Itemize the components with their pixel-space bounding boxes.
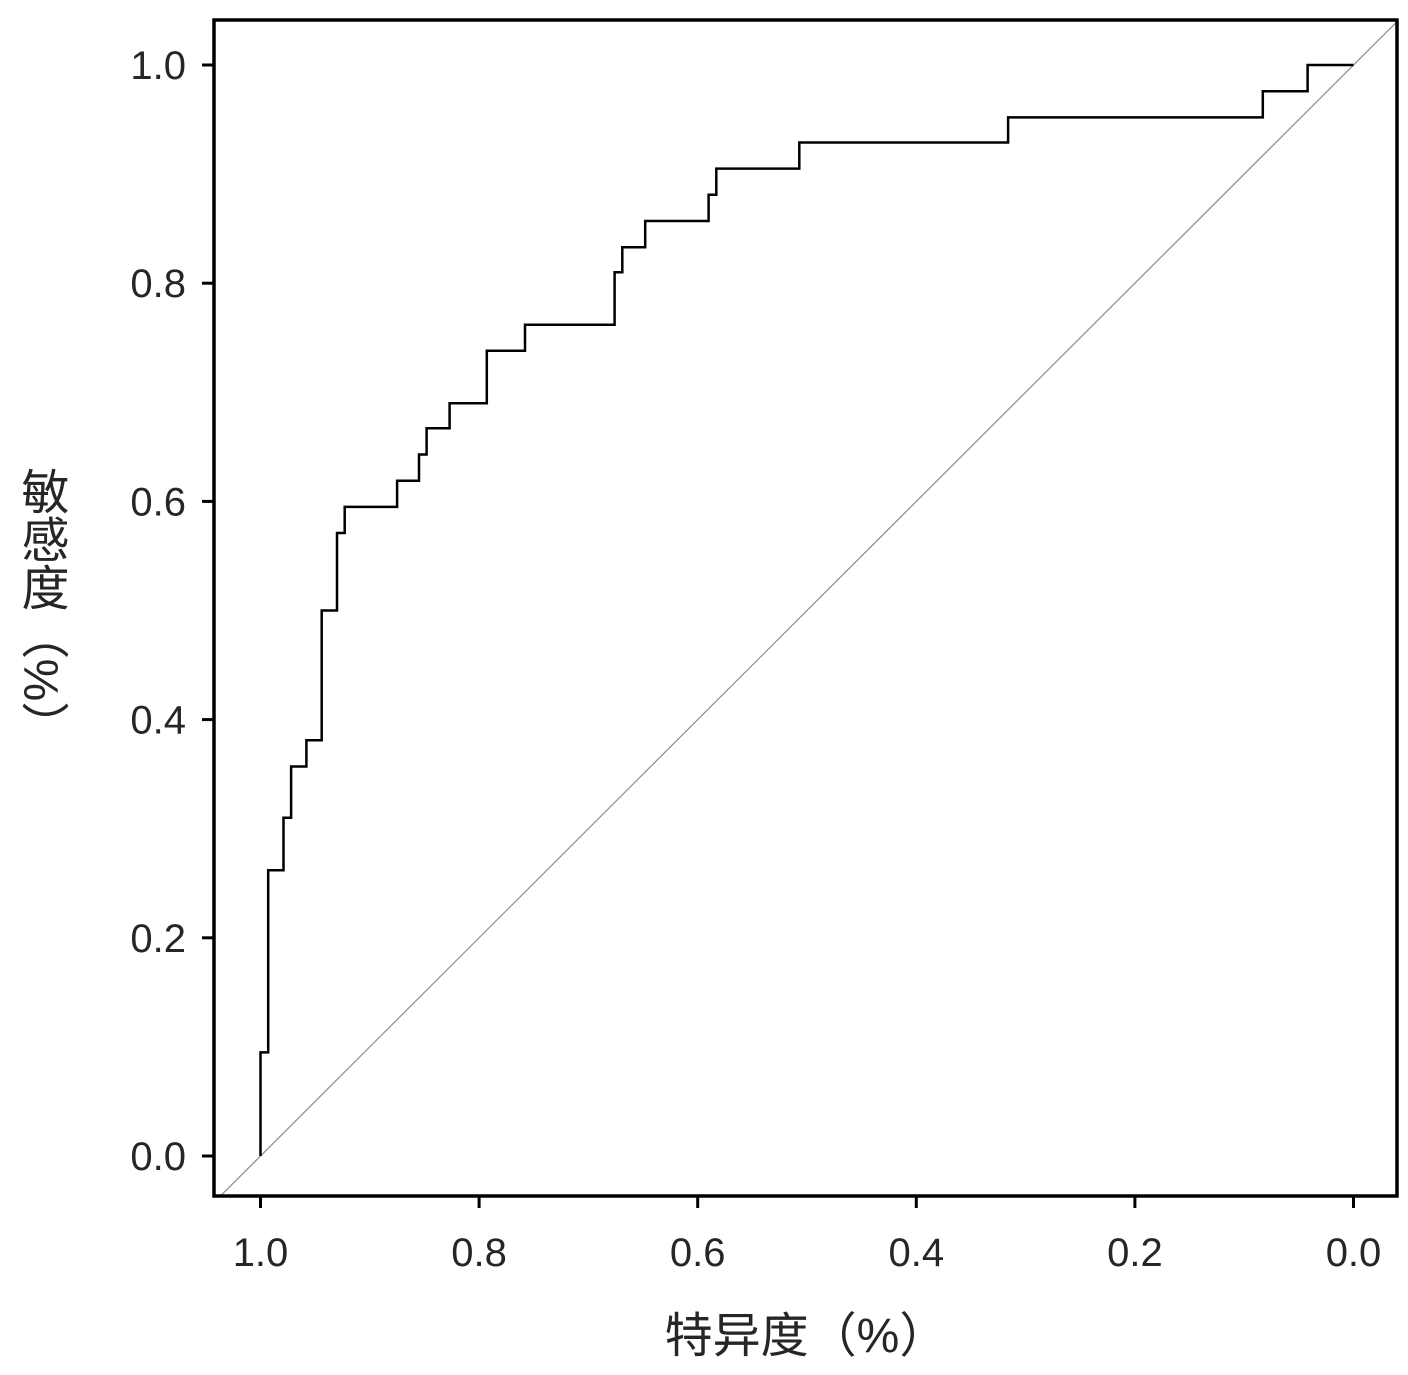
y-tick-label: 0.2 (130, 917, 186, 961)
y-tick-label: 1.0 (130, 44, 186, 88)
x-tick-label: 1.0 (233, 1231, 289, 1275)
y-axis: 0.0 0.2 0.4 0.6 0.8 1.0 (130, 44, 214, 1179)
y-tick-label: 0.0 (130, 1135, 186, 1179)
plot-frame (212, 18, 1399, 1198)
x-tick-label: 0.2 (1107, 1231, 1163, 1275)
y-axis-title: 敏感度（%） (14, 467, 69, 750)
x-tick-label: 0.4 (888, 1231, 944, 1275)
y-tick-label: 0.4 (130, 699, 186, 743)
x-tick-label: 0.0 (1326, 1231, 1382, 1275)
x-axis-title: 特异度（%） (665, 1310, 948, 1363)
reference-diagonal-line (219, 20, 1397, 1196)
x-tick-label: 0.8 (451, 1231, 507, 1275)
x-tick-label: 0.6 (670, 1231, 726, 1275)
plot-area (219, 20, 1397, 1196)
x-axis: 1.0 0.8 0.6 0.4 0.2 0.0 (233, 1196, 1382, 1275)
y-tick-label: 0.8 (130, 262, 186, 306)
roc-curve-line (259, 63, 1354, 1156)
y-tick-label: 0.6 (130, 480, 186, 524)
